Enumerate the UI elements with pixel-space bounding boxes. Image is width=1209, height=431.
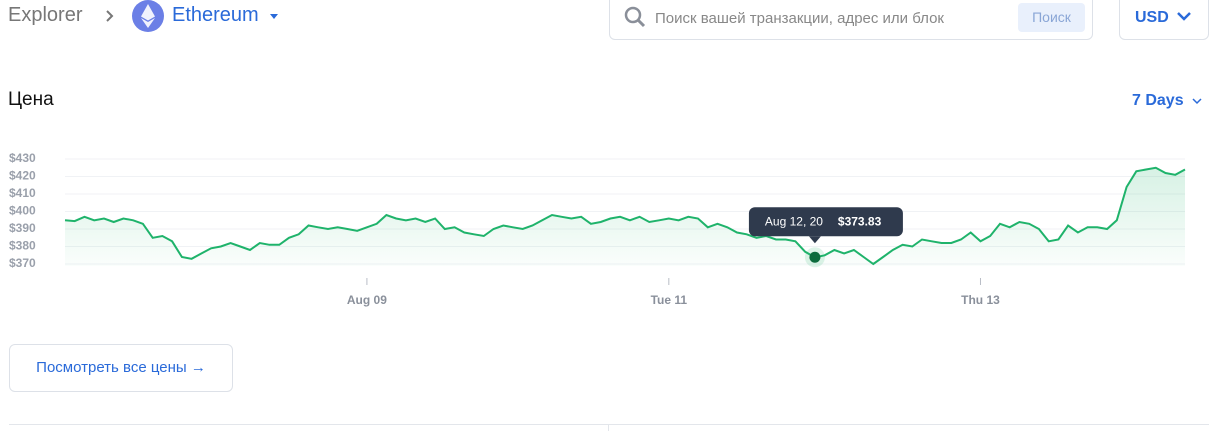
search-box[interactable]: Поиск вашей транзакции, адрес или блок П… bbox=[609, 0, 1093, 40]
currency-caret bbox=[1177, 12, 1191, 21]
all-prices-button[interactable]: Посмотреть все цены → bbox=[9, 344, 233, 392]
y-tick-label: $420 bbox=[9, 169, 36, 183]
y-tick-label: $380 bbox=[9, 239, 36, 253]
range-selector[interactable]: 7 Days bbox=[1132, 92, 1184, 109]
x-tick-label: Thu 13 bbox=[961, 293, 1000, 307]
price-chart: $370 $380 $390 $400 $410 $420 $430 Aug 09 Tue 11… bbox=[9, 151, 1186, 307]
y-tick-label: $410 bbox=[9, 186, 36, 200]
currency: USD bbox=[1135, 9, 1169, 26]
price-line bbox=[64, 166, 1186, 266]
section-title: Цена bbox=[8, 89, 54, 110]
x-tick-label: Aug 09 bbox=[347, 293, 387, 307]
y-tick-label: $400 bbox=[9, 204, 36, 218]
chevron bbox=[106, 10, 114, 22]
range-caret bbox=[1192, 98, 1202, 105]
divider-v bbox=[608, 424, 609, 431]
price-area bbox=[65, 167, 1185, 266]
tooltip-date: Aug 12, 20 bbox=[765, 214, 823, 228]
search-icon bbox=[624, 6, 646, 28]
highlight-point bbox=[809, 251, 821, 263]
currency-selector[interactable]: USD bbox=[1119, 0, 1209, 40]
divider bbox=[9, 424, 1209, 425]
search-placeholder: Поиск вашей транзакции, адрес или блок bbox=[655, 10, 944, 27]
network-selector[interactable]: Ethereum bbox=[172, 4, 259, 26]
tooltip-arrow bbox=[808, 236, 821, 244]
y-tick-label: $370 bbox=[9, 256, 36, 270]
eth-diamond bbox=[141, 4, 155, 28]
y-tick-label: $390 bbox=[9, 221, 36, 235]
x-tick-label: Tue 11 bbox=[651, 293, 688, 307]
breadcrumb[interactable]: Explorer bbox=[8, 4, 83, 26]
tooltip-price: $373.83 bbox=[838, 214, 882, 228]
search-button[interactable]: Поиск bbox=[1018, 3, 1085, 32]
y-tick-label: $430 bbox=[9, 151, 36, 165]
caret bbox=[270, 14, 278, 19]
network-icons bbox=[106, 0, 278, 32]
tooltip bbox=[748, 207, 903, 237]
